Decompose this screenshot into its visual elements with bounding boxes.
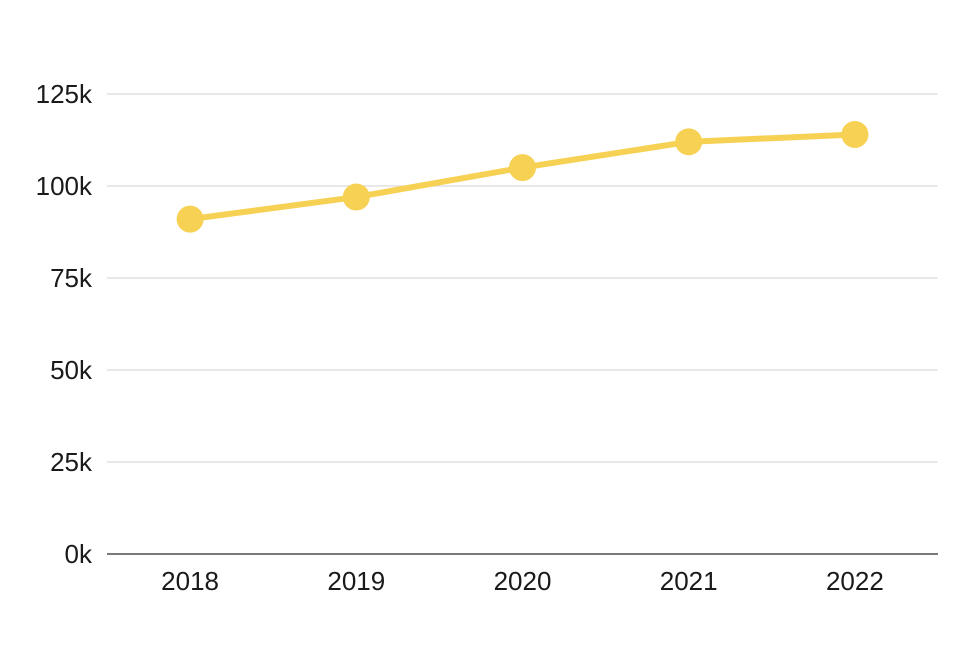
x-axis-tick-label: 2019 bbox=[327, 566, 385, 596]
data-point bbox=[509, 154, 536, 182]
y-axis-tick-label: 100k bbox=[36, 171, 93, 201]
y-axis-tick-label: 25k bbox=[50, 447, 93, 477]
y-axis-tick-label: 50k bbox=[50, 355, 93, 385]
y-axis-tick-label: 75k bbox=[50, 263, 93, 293]
data-point bbox=[176, 205, 204, 233]
x-axis-tick-label: 2018 bbox=[161, 566, 219, 596]
data-point bbox=[342, 183, 370, 211]
data-point bbox=[841, 120, 869, 148]
y-axis-tick-label: 125k bbox=[36, 79, 93, 109]
x-axis-tick-label: 2022 bbox=[826, 566, 884, 596]
x-axis-tick-label: 2021 bbox=[660, 566, 718, 596]
x-axis-tick-label: 2020 bbox=[494, 566, 552, 596]
data-point bbox=[675, 128, 703, 156]
y-axis-tick-label: 0k bbox=[65, 539, 93, 569]
